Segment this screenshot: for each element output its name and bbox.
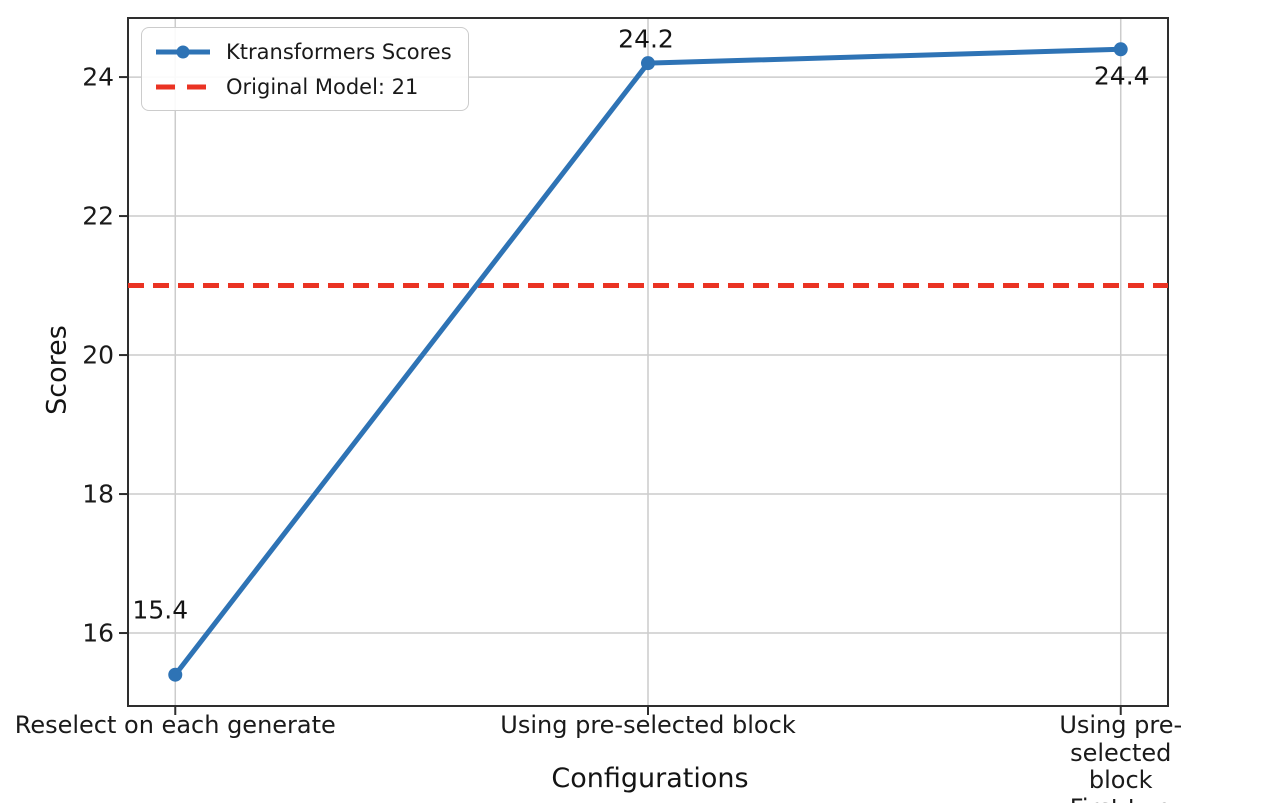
y-tick-label: 24 <box>82 62 114 92</box>
legend-item-reference: Original Model: 21 <box>154 73 452 100</box>
legend-solid-line-marker-icon <box>156 45 210 58</box>
y-axis-label: Scores <box>41 325 73 415</box>
legend-label-series: Ktransformers Scores <box>226 39 452 64</box>
y-tick-label: 22 <box>82 201 114 231</box>
legend-item-series: Ktransformers Scores <box>154 38 452 65</box>
x-tick-label: Reselect on each generate <box>14 711 336 739</box>
legend: Ktransformers Scores Original Model: 21 <box>141 27 469 111</box>
x-tick-label: Using pre-selected block First two layer… <box>1059 711 1183 803</box>
y-tick-label: 20 <box>82 340 114 370</box>
y-tick-label: 18 <box>82 479 114 509</box>
x-axis-label: Configurations <box>551 763 749 794</box>
data-point-label: 24.4 <box>1093 61 1150 91</box>
data-point-label: 15.4 <box>132 595 189 625</box>
y-tick-label: 16 <box>82 618 114 648</box>
data-point-label: 24.2 <box>618 24 674 54</box>
legend-dashed-line-icon <box>156 84 210 89</box>
legend-label-reference: Original Model: 21 <box>226 74 419 99</box>
x-tick-label: Using pre-selected block <box>500 711 796 739</box>
